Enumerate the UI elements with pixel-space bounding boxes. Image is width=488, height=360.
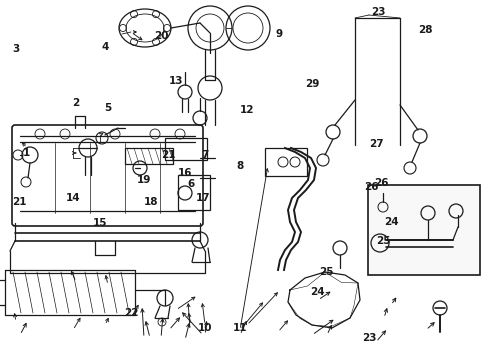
Text: 27: 27 — [368, 139, 383, 149]
Text: 15: 15 — [93, 218, 107, 228]
Text: 29: 29 — [304, 78, 319, 89]
Text: 17: 17 — [195, 193, 210, 203]
Text: 4: 4 — [101, 42, 109, 52]
Text: 25: 25 — [376, 236, 390, 246]
Text: 1: 1 — [23, 148, 30, 158]
Text: 28: 28 — [417, 24, 432, 35]
Text: 9: 9 — [275, 29, 282, 39]
Text: 26: 26 — [364, 182, 378, 192]
Text: 22: 22 — [123, 308, 138, 318]
Text: 13: 13 — [168, 76, 183, 86]
Text: 21: 21 — [12, 197, 27, 207]
Text: 26: 26 — [373, 178, 387, 188]
Text: 11: 11 — [232, 323, 246, 333]
Bar — [367, 185, 479, 275]
Text: 7: 7 — [201, 150, 209, 160]
Text: 16: 16 — [177, 168, 192, 178]
Text: 3: 3 — [12, 44, 19, 54]
Text: 23: 23 — [370, 7, 385, 17]
Bar — [164, 138, 206, 160]
Bar — [125, 148, 173, 164]
Text: 24: 24 — [310, 287, 325, 297]
Text: 25: 25 — [319, 267, 333, 277]
Text: 18: 18 — [143, 197, 158, 207]
Text: 8: 8 — [236, 161, 243, 171]
Text: 23: 23 — [361, 333, 376, 343]
Text: 12: 12 — [239, 105, 254, 115]
Text: 2: 2 — [72, 98, 79, 108]
Text: 21: 21 — [161, 150, 176, 160]
Text: 19: 19 — [137, 175, 151, 185]
Text: 5: 5 — [104, 103, 111, 113]
Bar — [178, 175, 209, 210]
Text: 20: 20 — [154, 31, 168, 41]
Text: 6: 6 — [187, 179, 194, 189]
Text: 14: 14 — [66, 193, 81, 203]
Text: 10: 10 — [198, 323, 212, 333]
Bar — [264, 148, 306, 176]
Text: 24: 24 — [383, 217, 398, 228]
